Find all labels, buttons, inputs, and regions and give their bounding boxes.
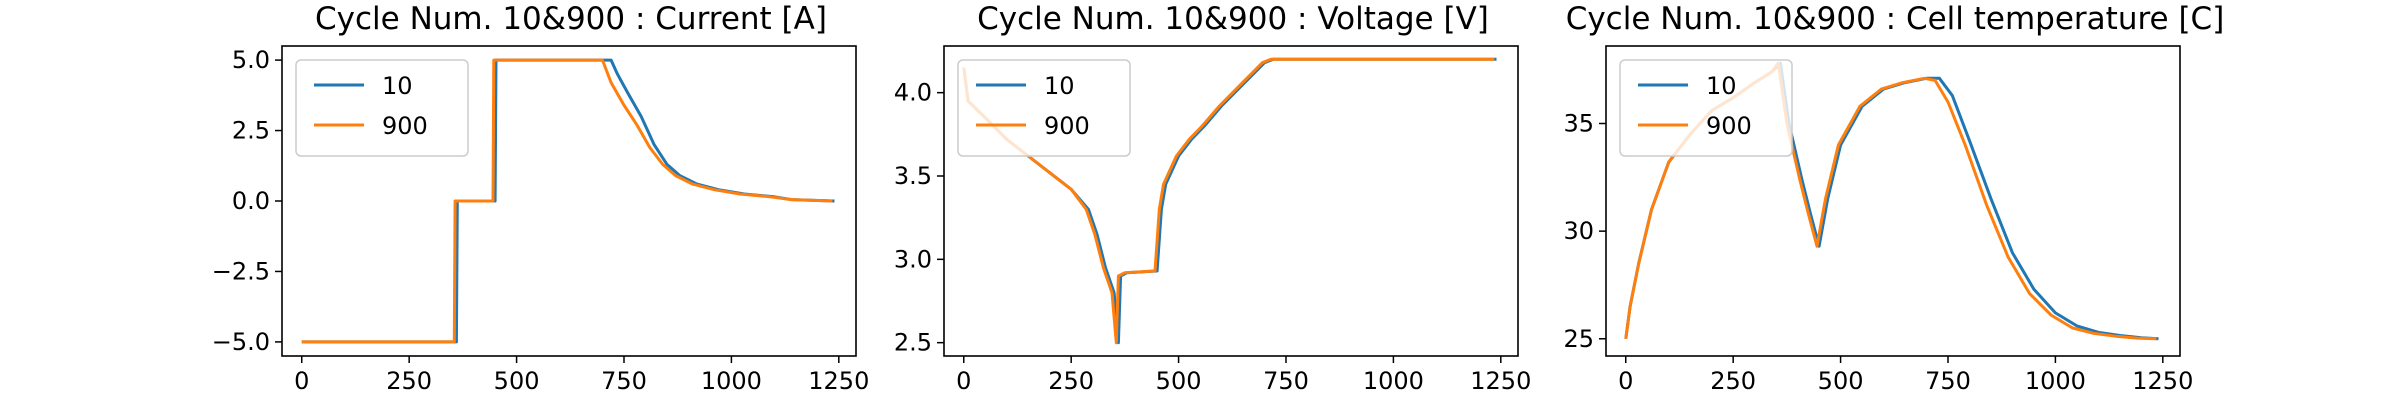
legend-label-10: 10	[382, 72, 413, 100]
y-tick-label: 2.5	[232, 117, 270, 145]
y-tick-label: 4.0	[894, 79, 932, 107]
x-axis: 0 250 500 750 1000 1250	[1618, 356, 2193, 395]
y-tick-label: 2.5	[894, 329, 932, 357]
series-group	[962, 57, 1497, 345]
legend: 10 900	[957, 59, 1131, 157]
legend-label-900: 900	[1044, 112, 1090, 140]
y-tick-label: 3.5	[894, 162, 932, 190]
legend-label-10: 10	[1044, 72, 1075, 100]
x-tick-label: 750	[1263, 367, 1309, 395]
plot-frame	[943, 45, 1519, 357]
x-tick-label: 250	[386, 367, 432, 395]
x-tick-label: 250	[1710, 367, 1756, 395]
x-tick-label: 0	[294, 367, 309, 395]
y-tick-label: 5.0	[232, 46, 270, 74]
y-tick-label: −5.0	[212, 328, 270, 356]
x-tick-label: 750	[601, 367, 647, 395]
x-tick-label: 500	[1156, 367, 1202, 395]
y-tick-label: −2.5	[212, 257, 270, 285]
legend-label-900: 900	[382, 112, 428, 140]
series-line-900	[962, 57, 1495, 345]
chart-panel-cell-temperature: Cycle Num. 10&900 : Cell temperature [C]…	[1563, 1, 2224, 395]
legend: 10 900	[295, 59, 469, 157]
chart-title: Cycle Num. 10&900 : Cell temperature [C]	[1566, 1, 2225, 37]
chart-title: Cycle Num. 10&900 : Voltage [V]	[977, 1, 1489, 37]
x-tick-label: 1250	[808, 367, 869, 395]
y-axis: −5.0 −2.5 0.0 2.5 5.0	[212, 46, 282, 356]
chart-panel-voltage: Cycle Num. 10&900 : Voltage [V] 0 250 500 7…	[894, 1, 1532, 395]
y-tick-label: 30	[1563, 217, 1594, 245]
x-tick-label: 0	[956, 367, 971, 395]
series-group	[301, 58, 835, 344]
series-line-900	[301, 58, 833, 344]
y-tick-label: 35	[1563, 110, 1594, 138]
x-tick-label: 1000	[1363, 367, 1424, 395]
x-tick-label: 1000	[2025, 367, 2086, 395]
plot-frame	[1605, 45, 2181, 357]
legend-label-900: 900	[1706, 112, 1752, 140]
x-axis: 0 250 500 750 1000 1250	[294, 356, 869, 395]
x-tick-label: 0	[1618, 367, 1633, 395]
x-tick-label: 500	[1818, 367, 1864, 395]
y-axis: 25 30 35	[1563, 110, 1606, 353]
x-tick-label: 1250	[1470, 367, 1531, 395]
x-axis: 0 250 500 750 1000 1250	[956, 356, 1531, 395]
legend-label-10: 10	[1706, 72, 1737, 100]
legend: 10 900	[1619, 59, 1793, 157]
chart-panel-current: Cycle Num. 10&900 : Current [A] 0 250 500 7…	[212, 1, 870, 395]
y-axis: 2.5 3.0 3.5 4.0	[894, 79, 944, 357]
x-tick-label: 250	[1048, 367, 1094, 395]
chart-title: Cycle Num. 10&900 : Current [A]	[315, 1, 827, 37]
x-tick-label: 500	[494, 367, 540, 395]
y-tick-label: 0.0	[232, 187, 270, 215]
y-tick-label: 25	[1563, 325, 1594, 353]
x-tick-label: 750	[1925, 367, 1971, 395]
x-tick-label: 1000	[701, 367, 762, 395]
x-tick-label: 1250	[2132, 367, 2193, 395]
y-tick-label: 3.0	[894, 245, 932, 273]
